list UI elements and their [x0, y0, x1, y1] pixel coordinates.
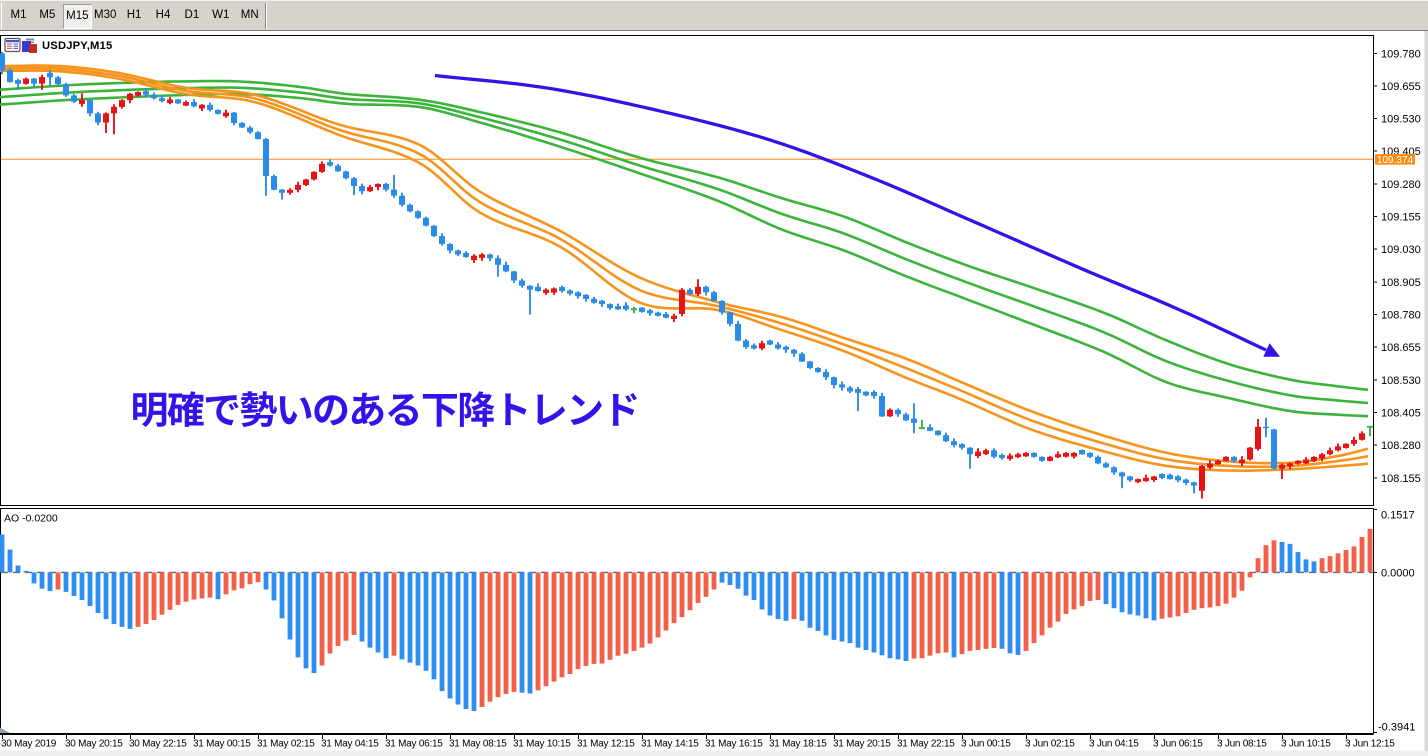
- svg-text:30 May 20:15: 30 May 20:15: [65, 739, 123, 750]
- svg-text:31 May 12:15: 31 May 12:15: [577, 739, 635, 750]
- svg-text:31 May 10:15: 31 May 10:15: [513, 739, 571, 750]
- svg-text:109.030: 109.030: [1381, 244, 1421, 256]
- svg-text:108.780: 108.780: [1381, 310, 1421, 322]
- svg-text:3 Jun 10:15: 3 Jun 10:15: [1281, 739, 1331, 750]
- svg-text:109.280: 109.280: [1381, 179, 1421, 191]
- svg-text:109.655: 109.655: [1381, 81, 1421, 93]
- svg-text:108.905: 108.905: [1381, 277, 1421, 289]
- svg-text:-0.3941: -0.3941: [1378, 722, 1415, 734]
- svg-text:3 Jun 04:15: 3 Jun 04:15: [1089, 739, 1139, 750]
- svg-text:108.155: 108.155: [1381, 473, 1421, 485]
- svg-text:30 May 22:15: 30 May 22:15: [129, 739, 187, 750]
- svg-text:109.374: 109.374: [1377, 155, 1414, 166]
- svg-text:AO -0.0200: AO -0.0200: [4, 513, 58, 525]
- svg-text:31 May 16:15: 31 May 16:15: [705, 739, 763, 750]
- svg-text:31 May 18:15: 31 May 18:15: [769, 739, 827, 750]
- svg-text:0.0000: 0.0000: [1381, 567, 1415, 579]
- svg-text:31 May 08:15: 31 May 08:15: [449, 739, 507, 750]
- svg-text:3 Jun 02:15: 3 Jun 02:15: [1025, 739, 1075, 750]
- svg-text:109.780: 109.780: [1381, 48, 1421, 60]
- svg-text:0.1517: 0.1517: [1381, 510, 1415, 522]
- svg-text:3 Jun 00:15: 3 Jun 00:15: [961, 739, 1011, 750]
- svg-text:31 May 22:15: 31 May 22:15: [897, 739, 955, 750]
- svg-text:31 May 20:15: 31 May 20:15: [833, 739, 891, 750]
- svg-text:108.530: 108.530: [1381, 375, 1421, 387]
- svg-text:3 Jun 06:15: 3 Jun 06:15: [1153, 739, 1203, 750]
- svg-text:31 May 04:15: 31 May 04:15: [321, 739, 379, 750]
- svg-text:108.280: 108.280: [1381, 440, 1421, 452]
- svg-text:31 May 00:15: 31 May 00:15: [193, 739, 251, 750]
- svg-text:31 May 02:15: 31 May 02:15: [257, 739, 315, 750]
- svg-text:108.655: 108.655: [1381, 342, 1421, 354]
- svg-text:USDJPY,M15: USDJPY,M15: [42, 40, 112, 52]
- svg-text:31 May 06:15: 31 May 06:15: [385, 739, 443, 750]
- svg-text:108.405: 108.405: [1381, 407, 1421, 419]
- svg-text:30 May 2019: 30 May 2019: [1, 739, 57, 750]
- svg-text:31 May 14:15: 31 May 14:15: [641, 739, 699, 750]
- svg-text:3 Jun 12:15: 3 Jun 12:15: [1345, 739, 1395, 750]
- svg-text:109.530: 109.530: [1381, 114, 1421, 126]
- svg-text:3 Jun 08:15: 3 Jun 08:15: [1217, 739, 1267, 750]
- svg-text:109.155: 109.155: [1381, 212, 1421, 224]
